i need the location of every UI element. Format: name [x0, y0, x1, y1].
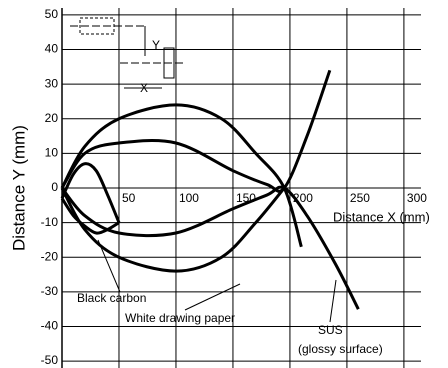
x-axis-label: Distance X (mm) — [333, 209, 430, 224]
y-tick-label: -50 — [41, 353, 59, 367]
curve — [60, 69, 332, 193]
curve — [60, 103, 303, 248]
y-tick-label: -20 — [41, 249, 59, 263]
y-tick-label: -40 — [41, 319, 59, 333]
annotation: SUS — [318, 323, 343, 337]
annotation: White drawing paper — [125, 311, 235, 325]
x-tick-label: 100 — [179, 191, 199, 205]
y-tick-label: 20 — [45, 111, 59, 125]
y-axis-label: Distance Y (mm) — [9, 125, 28, 251]
y-tick-label: -10 — [41, 215, 59, 229]
y-tick-label: -30 — [41, 284, 59, 298]
x-tick-label: 300 — [407, 191, 427, 205]
annotation: Black carbon — [77, 291, 146, 305]
x-tick-label: 50 — [122, 191, 136, 205]
y-tick-label: 30 — [45, 76, 59, 90]
y-tick-label: 10 — [45, 146, 59, 160]
annotation: (glossy surface) — [298, 342, 383, 356]
curve — [60, 187, 286, 273]
leader-lines — [97, 239, 337, 323]
inset-label: Y — [152, 38, 160, 52]
inset-label: X — [140, 81, 148, 95]
x-tick-label: 250 — [350, 191, 370, 205]
curve — [60, 162, 121, 224]
inset-diagram — [70, 17, 185, 89]
y-tick-label: 0 — [51, 180, 58, 194]
curve — [60, 185, 360, 310]
y-tick-label: 40 — [45, 42, 59, 56]
y-tick-label: 50 — [45, 7, 59, 21]
